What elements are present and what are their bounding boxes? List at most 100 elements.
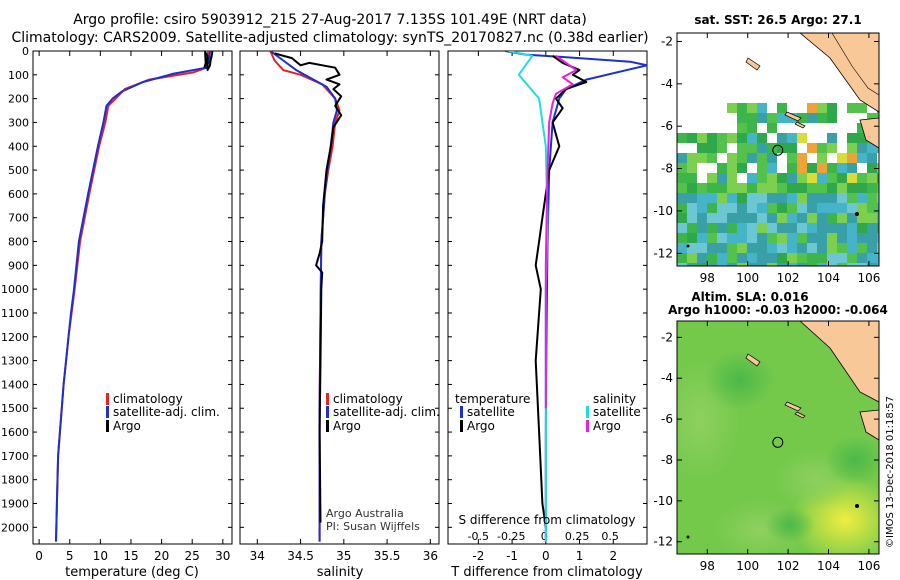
- series-line-t-argo: [534, 54, 588, 528]
- sst-cell: [747, 253, 757, 263]
- sst-cell: [867, 243, 877, 253]
- sst-cell: [787, 243, 797, 253]
- sst-cell: [737, 193, 747, 203]
- sst-cell: [837, 233, 847, 243]
- sst-cell: [757, 263, 767, 266]
- sst-cell: [707, 173, 717, 183]
- sst-cell: [727, 193, 737, 203]
- sst-cell: [677, 183, 687, 193]
- sst-cell: [847, 253, 857, 263]
- x-tick-label: 34.5: [287, 549, 314, 563]
- sst-cell: [677, 173, 687, 183]
- legend-temperature-title: temperature: [455, 392, 530, 406]
- sst-cell: [767, 193, 777, 203]
- sst-cell: [847, 193, 857, 203]
- sst-cell: [827, 243, 837, 253]
- sst-cell: [737, 153, 747, 163]
- sst-cell: [757, 233, 767, 243]
- sst-cell: [827, 133, 837, 143]
- x-tick-label: 0: [542, 549, 550, 563]
- depth-tick-label: 900: [8, 259, 29, 272]
- depth-tick-label: 0: [22, 45, 29, 58]
- sst-cell: [767, 123, 777, 133]
- x-tick2-label: 0: [541, 530, 548, 543]
- sst-cell: [877, 143, 879, 153]
- sst-cell: [837, 203, 847, 213]
- sst-cell: [727, 243, 737, 253]
- sst-cell: [747, 113, 757, 123]
- salinity-legend: climatology satellite-adj. clim. Argo: [326, 392, 440, 433]
- sst-cell: [767, 223, 777, 233]
- sst-cell: [777, 183, 787, 193]
- map-y-tick-label: -12: [653, 246, 673, 260]
- header-line2: Climatology: CARS2009. Satellite-adjuste…: [11, 30, 648, 46]
- sst-cell: [787, 173, 797, 183]
- legend-t-argo-label: Argo: [467, 419, 495, 433]
- sst-cell: [777, 113, 787, 123]
- sst-cell: [857, 263, 867, 266]
- legend-s-argo-label: Argo: [593, 419, 621, 433]
- depth-tick-label: 1100: [1, 307, 29, 320]
- x-tick-label: 20: [154, 549, 169, 563]
- sst-cell: [847, 103, 857, 113]
- sla-low-blob-1: [705, 350, 775, 410]
- sst-cell: [847, 263, 857, 266]
- sst-cell: [757, 133, 767, 143]
- sumatra-land-east: [831, 33, 879, 96]
- x-tick2-label: -0.25: [497, 530, 525, 543]
- sst-cell: [777, 263, 787, 266]
- imos-credit: ©IMOS 13-Dec-2018 01:18:57: [885, 396, 896, 548]
- sst-cell: [847, 173, 857, 183]
- sst-cell: [767, 253, 777, 263]
- sst-cell: [717, 213, 727, 223]
- sst-cell: [717, 263, 727, 266]
- sst-cell: [817, 203, 827, 213]
- difference-series: [505, 51, 647, 542]
- sst-cell: [717, 133, 727, 143]
- sst-cell: [697, 223, 707, 233]
- temperature-xlabel: temperature (deg C): [65, 565, 199, 580]
- legend-argo-label: Argo: [333, 419, 361, 433]
- salinity-x-ticks: 34 34.5 35 35.5 36: [240, 50, 439, 563]
- difference-axes-frame: [447, 50, 648, 545]
- sst-cell: [707, 203, 717, 213]
- sla-map-title: Altim. SLA: 0.016: [691, 290, 808, 304]
- sst-cell: [727, 133, 737, 143]
- sst-cell: [707, 233, 717, 243]
- sst-cell: [737, 133, 747, 143]
- sst-cell: [767, 213, 777, 223]
- depth-tick-label: 400: [8, 140, 29, 153]
- sla-float-marker: [772, 436, 784, 448]
- sst-cell: [797, 183, 807, 193]
- sst-cell: [737, 123, 747, 133]
- sst-cell: [867, 193, 877, 203]
- legend-argo-swatch: [106, 420, 109, 432]
- sipora-island: [794, 121, 806, 129]
- sst-cell: [817, 173, 827, 183]
- map-x-tick-label: 104: [817, 559, 840, 573]
- map-y-tick-label: -4: [661, 77, 673, 91]
- sst-cell: [847, 223, 857, 233]
- small-island-2: [686, 244, 690, 248]
- temperature-panel: 0100200300400500600700800900100011001200…: [1, 45, 233, 580]
- sst-cell: [827, 263, 837, 266]
- sst-cell: [777, 223, 787, 233]
- x-tick-label: 15: [123, 549, 138, 563]
- map-x-tick-label: 106: [857, 271, 880, 285]
- sst-cell: [757, 173, 767, 183]
- depth-tick-label: 2000: [1, 521, 29, 534]
- legend-argo-swatch: [326, 420, 329, 432]
- sst-cell: [797, 153, 807, 163]
- sst-cell: [877, 233, 879, 243]
- sst-cell: [747, 233, 757, 243]
- sst-cell: [837, 243, 847, 253]
- sst-cell: [767, 263, 777, 266]
- sst-cell: [857, 223, 867, 233]
- sst-cell: [827, 163, 837, 173]
- sst-cell: [867, 183, 877, 193]
- sst-cell: [697, 253, 707, 263]
- x-tick-label: -1: [506, 549, 518, 563]
- sst-cell: [687, 163, 697, 173]
- temperature-series: [55, 51, 214, 542]
- sst-cell: [767, 203, 777, 213]
